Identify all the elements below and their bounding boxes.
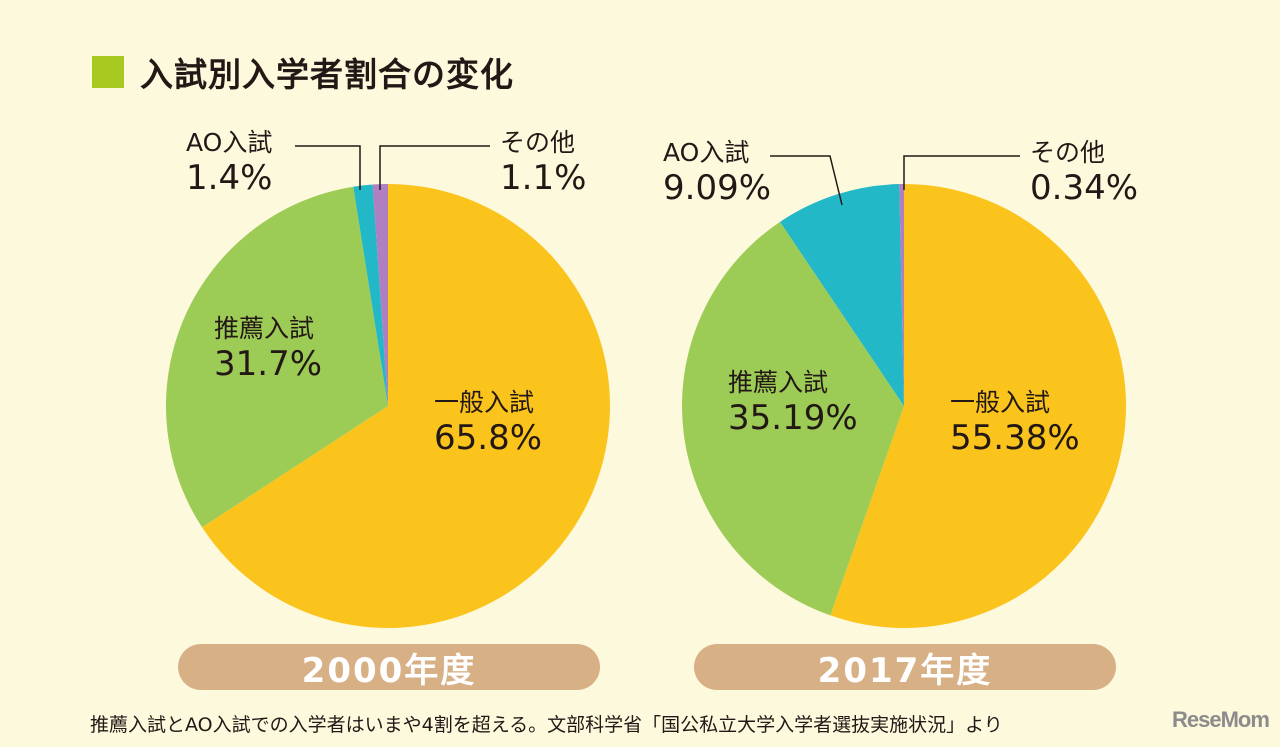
title-square-icon [92, 56, 124, 88]
pie-slice-2000年度-推薦入試 [165, 186, 388, 528]
leader-line [903, 155, 1020, 190]
year-label-2017: 2017年度 [694, 644, 1116, 691]
title-text: 入試別入学者割合の変化 [140, 55, 514, 94]
pie-slice-2017年度-一般入試 [830, 184, 1127, 629]
leader-line [770, 155, 843, 206]
label-suisen-2000: 推薦入試 31.7% [214, 314, 323, 384]
label-other-2017: その他 0.34% [1030, 138, 1139, 208]
leader-line [295, 145, 361, 190]
label-ippan-2000: 一般入試 65.8% [434, 388, 543, 458]
year-label-2000: 2000年度 [178, 644, 600, 691]
pie-slice-2000年度-その他 [372, 184, 388, 406]
label-ao-2000: AO入試 1.4% [186, 128, 273, 198]
label-ippan-2017: 一般入試 55.38% [950, 388, 1080, 458]
leader-line [379, 145, 490, 190]
source-note: 推薦入試とAO入試での入学者はいまや4割を超える。文部科学省「国公私立大学入学者… [90, 714, 1003, 736]
pie-slice-2017年度-推薦入試 [682, 221, 904, 616]
label-other-2000: その他 1.1% [500, 128, 587, 198]
pie-slice-2017年度-AO入試 [780, 184, 904, 406]
label-ao-2017: AO入試 9.09% [663, 138, 772, 208]
pie-slice-2017年度-その他 [899, 184, 904, 406]
pie-slice-2000年度-一般入試 [202, 184, 610, 628]
chart-title: 入試別入学者割合の変化 [92, 48, 514, 96]
pie-slice-2000年度-AO入試 [353, 184, 388, 406]
label-suisen-2017: 推薦入試 35.19% [728, 368, 858, 438]
resemom-logo: ReseMom [1172, 707, 1270, 732]
